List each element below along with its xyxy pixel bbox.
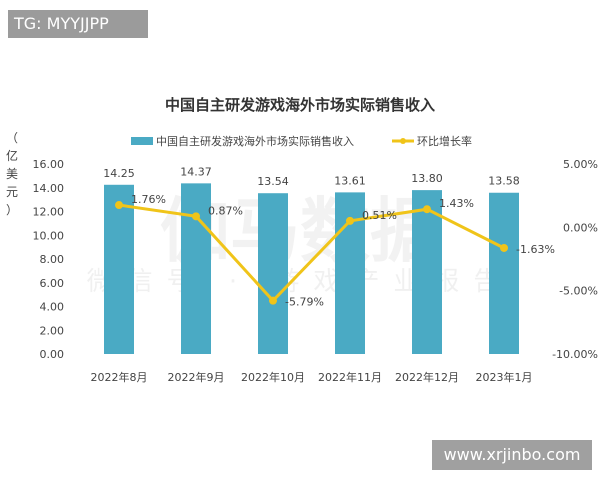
bar-data-label: 14.25 <box>103 167 135 180</box>
x-tick-label: 2022年8月 <box>91 370 148 384</box>
y-axis-label-char: 亿 <box>6 148 18 163</box>
bar <box>258 193 288 354</box>
legend-bar-swatch <box>131 137 153 145</box>
y-tick-label: 6.00 <box>40 277 65 290</box>
growth-data-label: 0.87% <box>208 204 243 217</box>
top-tag: TG: MYYJJPP <box>8 10 148 38</box>
chart-title: 中国自主研发游戏海外市场实际销售收入 <box>165 96 435 114</box>
y-tick-label: 12.00 <box>33 206 65 219</box>
bar <box>412 190 442 354</box>
y-tick-label: 0.00 <box>40 348 65 361</box>
x-tick-label: 2022年12月 <box>395 370 459 384</box>
y2-tick-label: 5.00% <box>563 158 598 171</box>
y-axis-label-char: 元 <box>6 185 18 199</box>
bar <box>335 192 365 354</box>
x-tick-label: 2022年11月 <box>318 370 382 384</box>
x-tick-label: 2023年1月 <box>476 370 533 384</box>
x-tick-label: 2022年9月 <box>168 370 225 384</box>
growth-data-label: 1.43% <box>439 197 474 210</box>
y2-tick-label: 0.00% <box>563 221 598 234</box>
bar-data-label: 13.80 <box>411 172 443 185</box>
y2-tick-label: -5.00% <box>559 285 598 298</box>
y2-tick-label: -10.00% <box>552 348 598 361</box>
y-axis-label-char: （ <box>6 131 18 145</box>
bar <box>181 183 211 354</box>
growth-data-label: 0.51% <box>362 209 397 222</box>
bar-data-label: 14.37 <box>180 165 212 178</box>
growth-point <box>423 205 431 214</box>
bar-data-label: 13.58 <box>488 175 520 188</box>
growth-point <box>115 201 123 210</box>
bar-data-label: 13.54 <box>257 175 289 188</box>
bar-data-label: 13.61 <box>334 174 366 187</box>
growth-point <box>192 212 200 221</box>
y-tick-label: 16.00 <box>33 158 65 171</box>
legend-line-label: 环比增长率 <box>417 134 472 148</box>
growth-line <box>118 203 505 303</box>
y-tick-label: 14.00 <box>33 182 65 195</box>
legend-line-marker <box>400 138 406 144</box>
growth-point <box>346 216 354 225</box>
y-tick-label: 10.00 <box>33 229 65 242</box>
y-tick-label: 8.00 <box>40 253 65 266</box>
growth-data-label: -5.79% <box>285 296 324 309</box>
y-tick-label: 4.00 <box>40 301 65 314</box>
growth-point <box>269 296 277 305</box>
growth-data-label: 1.76% <box>131 193 166 206</box>
growth-point <box>500 243 508 252</box>
legend-bar-label: 中国自主研发游戏海外市场实际销售收入 <box>156 134 354 148</box>
site-watermark: www.xrjinbo.com <box>432 440 592 470</box>
y-axis-label-char: 美 <box>6 167 18 181</box>
bar <box>104 184 134 354</box>
x-tick-label: 2022年10月 <box>241 370 305 384</box>
y-tick-label: 2.00 <box>40 324 65 337</box>
bar <box>489 192 519 354</box>
y-axis-label-char: ） <box>6 203 18 217</box>
growth-data-label: -1.63% <box>516 243 555 256</box>
